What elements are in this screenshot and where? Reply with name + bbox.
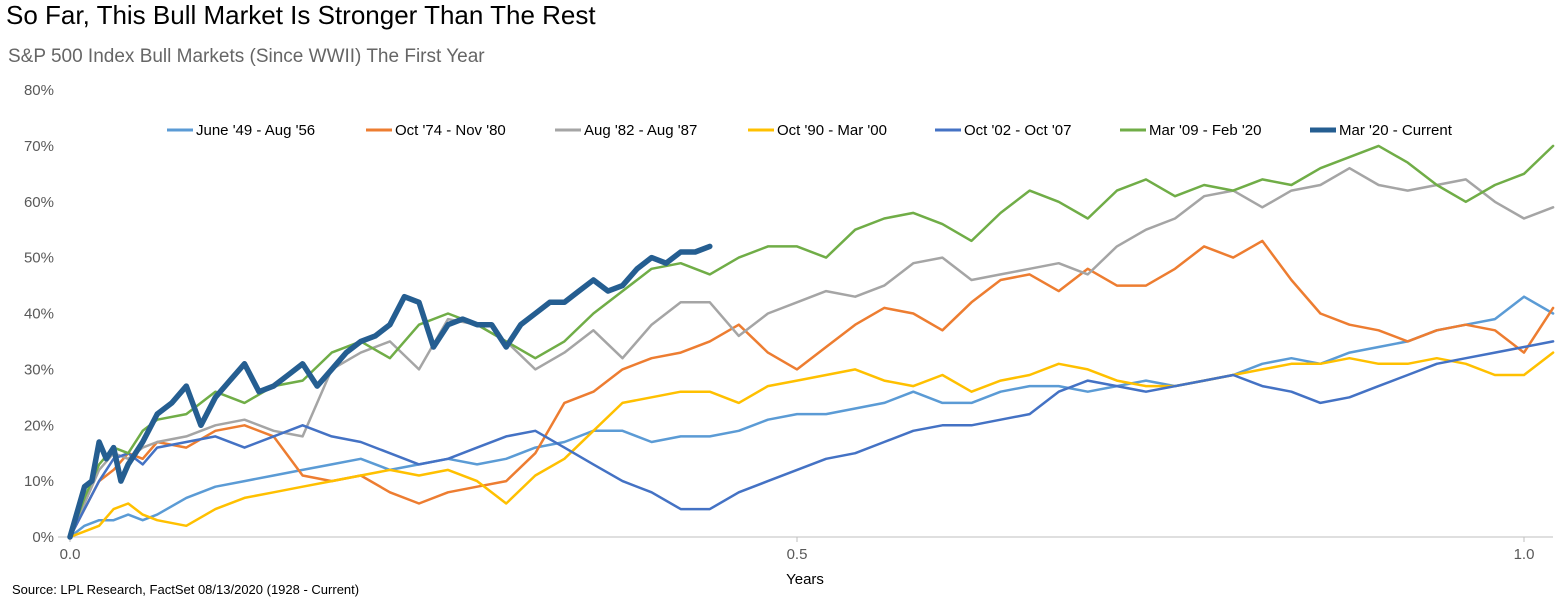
x-tick-label: 0.5	[787, 546, 808, 563]
x-axis-label: Years	[786, 571, 824, 588]
x-axis: 0.0 0.5 1.0	[60, 537, 1535, 563]
y-tick-label: 20%	[24, 417, 54, 434]
y-tick-label: 0%	[32, 529, 54, 546]
series-line-1	[68, 295, 1555, 539]
series-lines	[67, 144, 1555, 540]
x-tick-label: 1.0	[1514, 546, 1535, 563]
legend-label: Oct '90 - Mar '00	[777, 122, 887, 139]
series-line-4	[68, 351, 1555, 539]
y-tick-label: 30%	[24, 361, 54, 378]
source-note: Source: LPL Research, FactSet 08/13/2020…	[12, 582, 360, 597]
legend-label: June '49 - Aug '56	[196, 122, 315, 139]
legend-label: Mar '20 - Current	[1339, 122, 1453, 139]
y-tick-label: 50%	[24, 250, 54, 267]
legend: June '49 - Aug '56 Oct '74 - Nov '80 Aug '…	[167, 122, 1453, 139]
series-line-6	[68, 144, 1555, 539]
x-tick-label: 0.0	[60, 546, 81, 563]
y-tick-label: 80%	[24, 82, 54, 99]
legend-label: Mar '09 - Feb '20	[1149, 122, 1261, 139]
legend-label: Oct '02 - Oct '07	[964, 122, 1071, 139]
chart-title: So Far, This Bull Market Is Stronger Tha…	[6, 0, 596, 30]
chart-subtitle: S&P 500 Index Bull Markets (Since WWII) …	[8, 46, 485, 67]
y-tick-label: 60%	[24, 194, 54, 211]
series-line-3	[68, 166, 1555, 539]
legend-label: Oct '74 - Nov '80	[395, 122, 506, 139]
series-line-2	[68, 239, 1555, 539]
y-tick-label: 40%	[24, 306, 54, 323]
series-line-7	[67, 243, 713, 540]
series-line-5	[68, 340, 1555, 539]
y-axis: 0% 10% 20% 30% 40% 50% 60% 70% 80%	[24, 82, 54, 546]
y-tick-label: 10%	[24, 473, 54, 490]
y-tick-label: 70%	[24, 138, 54, 155]
legend-label: Aug '82 - Aug '87	[584, 122, 697, 139]
